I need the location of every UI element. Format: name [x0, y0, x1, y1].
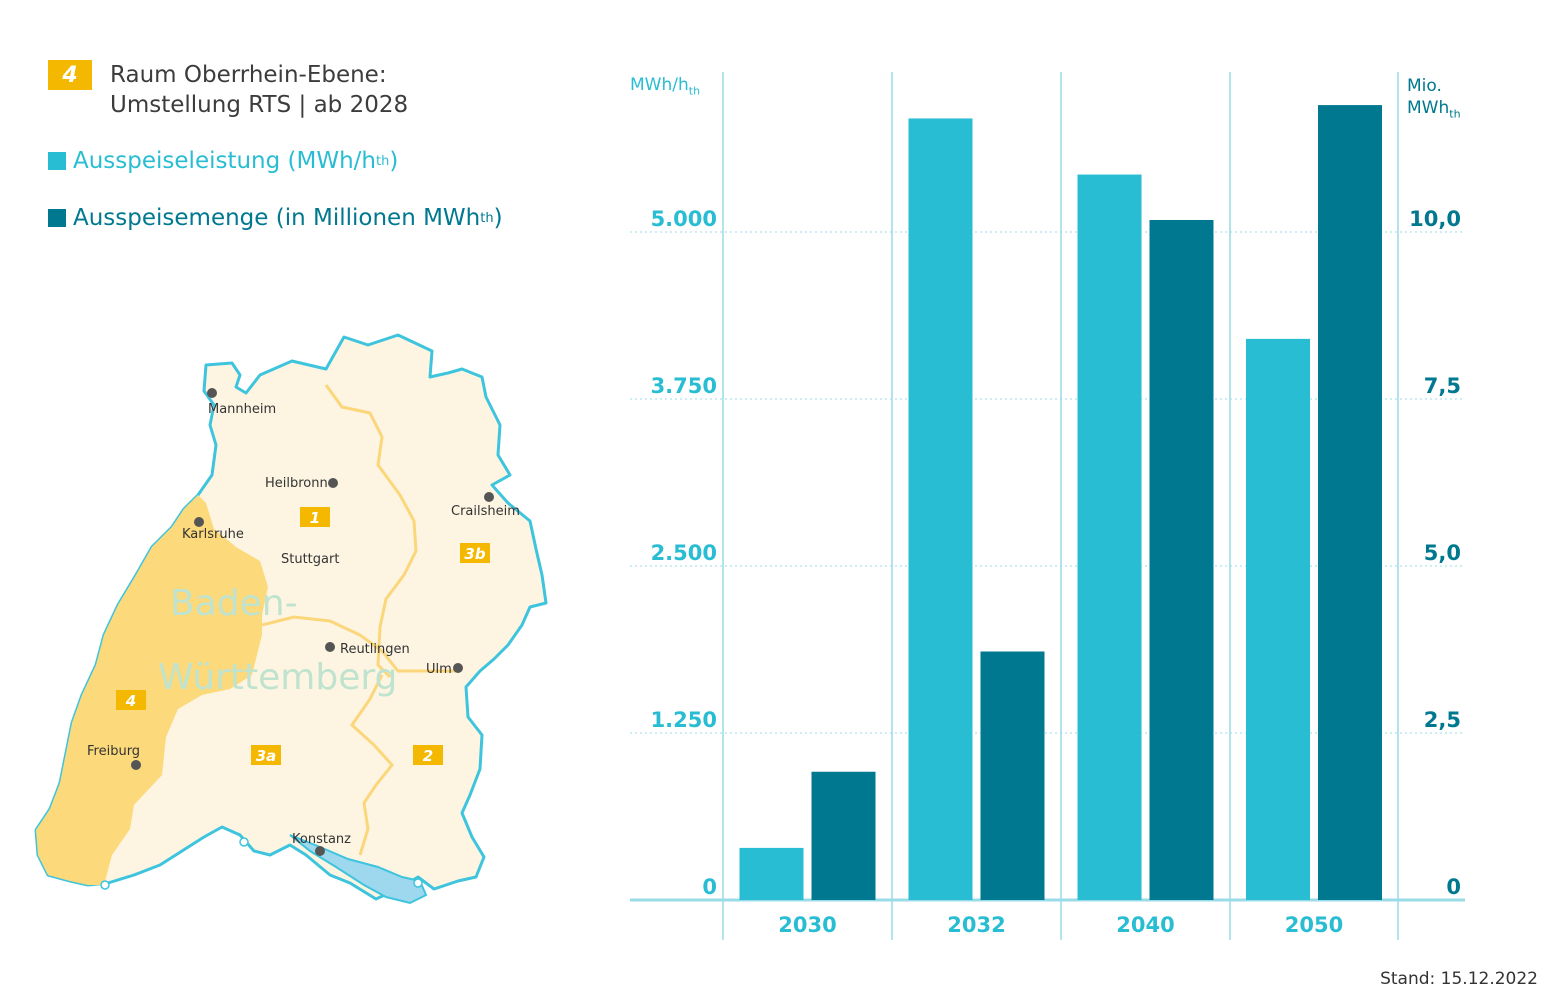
x-tick-label: 2050	[1285, 913, 1343, 937]
y-right-unit-sub: th	[1449, 107, 1461, 121]
bar-series1-2040	[1077, 174, 1142, 900]
border-marker-1	[239, 837, 249, 847]
city-label-karlsruhe: Karlsruhe	[182, 527, 244, 542]
city-mannheim: Mannheim	[207, 388, 276, 417]
city-label-stuttgart: Stuttgart	[281, 552, 339, 567]
zone-4-area	[36, 495, 268, 885]
footer-date: Stand: 15.12.2022	[1380, 969, 1538, 989]
zone-badge-3b: 3b	[460, 543, 490, 563]
zone-boundary-north	[324, 384, 418, 679]
bar-series2-2040	[1149, 219, 1214, 900]
city-label-freiburg: Freiburg	[87, 744, 140, 759]
city-label-crailsheim: Crailsheim	[451, 504, 520, 519]
y-right-tick-label: 2,5	[1424, 708, 1461, 732]
bars-layer	[739, 105, 1382, 900]
y-left-tick-label: 1.250	[651, 708, 717, 732]
y-right-unit-line1: Mio.	[1407, 76, 1442, 96]
zone-title: Raum Oberrhein-Ebene: Umstellung RTS | a…	[110, 60, 530, 120]
y-right-unit: Mio. MWhth	[1407, 75, 1461, 125]
y-right-tick-label: 10,0	[1409, 207, 1461, 231]
city-karlsruhe: Karlsruhe	[182, 517, 244, 542]
legend-series2-label: Ausspeisemenge (in Millionen MWh	[73, 205, 481, 231]
legend-series2-sub: th	[480, 210, 494, 226]
zone-boundary-mid	[261, 615, 460, 673]
legend-series1-label: Ausspeiseleistung (MWh/h	[73, 148, 377, 174]
y-right-tick-label: 7,5	[1424, 374, 1461, 398]
city-label-ulm: Ulm	[426, 662, 452, 677]
y-right-tick-label: 5,0	[1424, 541, 1461, 565]
y-left-tick-label: 3.750	[651, 374, 717, 398]
border-marker-2	[100, 880, 110, 890]
zone-badge-1-label: 1	[310, 509, 320, 527]
y-right-unit-line2: MWhth	[1407, 98, 1461, 121]
bar-series1-2050	[1246, 338, 1310, 900]
zone-badge-3a-label: 3a	[256, 747, 277, 765]
zone-badge-2: 2	[413, 745, 443, 765]
state-name-line2: Württemberg	[158, 657, 397, 698]
border-marker-3	[413, 878, 423, 888]
x-tick-label: 2030	[778, 913, 836, 937]
y-left-unit-sub: th	[688, 84, 701, 98]
y-left-tick-label: 5.000	[651, 207, 717, 231]
legend-swatch-series1	[48, 152, 66, 170]
legend-swatch-series2	[48, 209, 66, 227]
state-map: Baden- Württemberg Mannheim Heilbronn Ka…	[34, 333, 548, 905]
y-left-tick-label: 0	[702, 875, 717, 899]
city-label-reutlingen: Reutlingen	[340, 642, 410, 657]
bar-series1-2032	[908, 118, 973, 900]
zone-badge-4-label: 4	[125, 692, 136, 710]
legend-series2: Ausspeisemenge (in Millionen MWh th)	[48, 205, 503, 231]
y-left-unit: MWh/hth	[630, 75, 701, 98]
legend-series1-close: )	[389, 148, 399, 174]
legend-series1-sub: th	[376, 153, 390, 169]
bar-series2-2032	[980, 651, 1045, 900]
zone-title-line2: Umstellung RTS | ab 2028	[110, 92, 409, 118]
zone-badge-3a: 3a	[251, 745, 281, 765]
city-label-heilbronn: Heilbronn	[265, 476, 328, 491]
x-tick-label: 2032	[947, 913, 1005, 937]
bar-series2-2050	[1318, 105, 1382, 900]
zone-badge-4: 4	[116, 690, 146, 710]
zone-title-line1: Raum Oberrhein-Ebene:	[110, 62, 387, 88]
city-heilbronn: Heilbronn	[265, 476, 338, 491]
bar-series2-2030	[811, 771, 876, 900]
bar-chart: 0 1.250 2.500 3.750 5.000 0 2,5 5,0 7,5 10,0 2030 2…	[630, 72, 1465, 940]
zone-boundary-south	[350, 674, 394, 856]
zone-badge-1: 1	[300, 507, 330, 527]
legend-series2-close: )	[493, 205, 503, 231]
labels-layer: 0 1.250 2.500 3.750 5.000 0 2,5 5,0 7,5 10,0 2030 2…	[651, 207, 1461, 937]
zone-badge-3b-label: 3b	[464, 545, 485, 563]
x-tick-label: 2040	[1116, 913, 1174, 937]
city-ulm: Ulm	[426, 662, 463, 677]
city-konstanz: Konstanz	[292, 832, 351, 856]
state-name-line1: Baden-	[170, 583, 298, 624]
legend-series1: Ausspeiseleistung (MWh/h th)	[48, 148, 398, 174]
y-right-tick-label: 0	[1446, 875, 1461, 899]
y-left-tick-label: 2.500	[651, 541, 717, 565]
city-crailsheim: Crailsheim	[451, 492, 520, 519]
zone-badge-2-label: 2	[423, 747, 433, 765]
city-stuttgart: Stuttgart	[281, 552, 339, 567]
zone-badge: 4	[48, 60, 92, 90]
city-freiburg: Freiburg	[87, 744, 141, 770]
city-label-konstanz: Konstanz	[292, 832, 351, 847]
city-label-mannheim: Mannheim	[208, 402, 276, 417]
bar-series1-2030	[739, 847, 804, 900]
city-reutlingen: Reutlingen	[325, 642, 410, 657]
